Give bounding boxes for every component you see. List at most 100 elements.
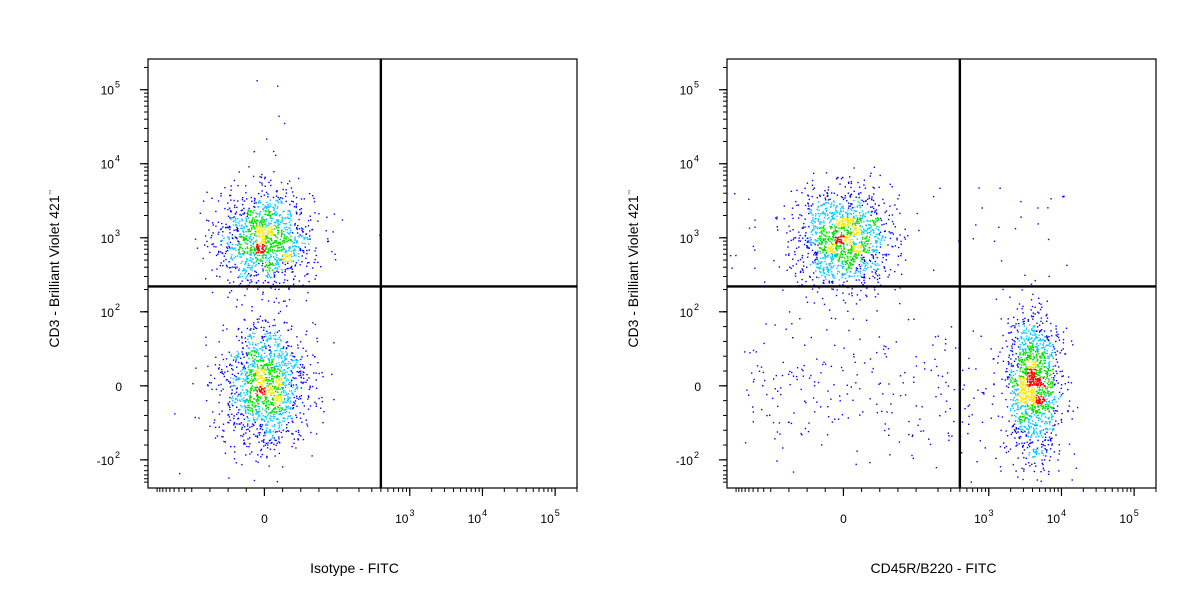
event-dot (831, 274, 834, 277)
event-dot (261, 248, 264, 251)
event-dot (1006, 406, 1009, 408)
event-dot (804, 344, 806, 346)
event-dot (251, 267, 253, 269)
event-dot (259, 213, 261, 216)
event-dot (255, 246, 258, 248)
event-dot (263, 400, 266, 402)
event-dot (287, 415, 290, 417)
event-dot (276, 259, 278, 262)
event-dot (251, 403, 253, 406)
event-dot (268, 391, 271, 394)
event-dot (780, 387, 782, 389)
event-dot (272, 366, 274, 369)
event-dot (801, 434, 803, 436)
event-dot (275, 266, 277, 269)
event-dot (266, 259, 268, 262)
event-dot (317, 362, 319, 364)
event-dot (820, 230, 822, 232)
event-dot (875, 264, 877, 267)
event-dot (779, 433, 781, 435)
event-dot (1051, 380, 1053, 383)
event-dot (270, 411, 273, 413)
event-dot (1028, 420, 1030, 422)
event-dot (807, 247, 809, 249)
event-dot (227, 402, 229, 405)
event-dot (798, 246, 800, 248)
event-dot (228, 237, 230, 240)
event-dot (263, 379, 265, 381)
event-dot (279, 442, 281, 444)
event-dot (216, 275, 218, 277)
event-dot (290, 407, 292, 409)
event-dot (823, 253, 826, 255)
event-dot (250, 244, 252, 247)
event-dot (261, 251, 263, 253)
event-dot (248, 207, 250, 210)
event-dot (815, 263, 817, 265)
event-dot (816, 208, 818, 211)
event-dot (818, 215, 821, 217)
event-dot (277, 365, 279, 367)
event-dot (230, 256, 233, 258)
event-dot (858, 186, 861, 188)
event-dot (1023, 425, 1025, 428)
event-dot (799, 270, 802, 273)
event-dot (266, 424, 268, 426)
event-dot (793, 412, 795, 414)
event-dot (243, 426, 246, 428)
event-dot (251, 380, 253, 382)
event-dot (297, 177, 300, 180)
event-dot (894, 289, 896, 291)
event-dot (260, 377, 263, 380)
event-dot (237, 227, 239, 230)
event-dot (269, 262, 271, 264)
event-dot (796, 378, 798, 381)
event-dot (1012, 398, 1014, 401)
event-dot (970, 481, 972, 483)
event-dot (251, 219, 253, 222)
event-dot (255, 384, 258, 386)
event-dot (219, 276, 221, 278)
event-dot (279, 395, 281, 398)
event-dot (819, 270, 821, 272)
event-dot (1019, 428, 1021, 430)
event-dot (221, 252, 224, 254)
event-dot (260, 376, 262, 379)
event-dot (229, 382, 231, 384)
event-dot (813, 187, 816, 189)
event-dot (299, 374, 302, 376)
event-dot (269, 256, 271, 259)
event-dot (284, 386, 287, 389)
event-dot (1042, 342, 1045, 344)
event-dot (861, 210, 864, 212)
event-dot (253, 205, 255, 208)
event-dot (284, 401, 286, 403)
event-dot (825, 172, 828, 174)
event-dot (259, 243, 261, 245)
event-dot (284, 260, 287, 263)
event-dot (266, 236, 268, 239)
event-dot (810, 336, 812, 339)
event-dot (1023, 338, 1025, 340)
event-dot (820, 227, 822, 229)
event-dot (822, 203, 824, 206)
event-dot (275, 256, 278, 259)
event-dot (256, 395, 259, 397)
event-dot (827, 199, 830, 201)
event-dot (272, 430, 274, 433)
event-dot (1014, 437, 1016, 439)
event-dot (278, 372, 281, 374)
event-dot (265, 320, 267, 322)
event-dot (260, 347, 262, 350)
event-dot (962, 388, 964, 390)
event-dot (892, 223, 895, 225)
event-dot (1013, 429, 1016, 431)
event-dot (287, 267, 289, 270)
event-dot (204, 244, 206, 246)
event-dot (244, 378, 246, 381)
event-dot (270, 239, 272, 241)
event-dot (222, 429, 224, 432)
event-dot (805, 401, 807, 404)
event-dot (1053, 407, 1055, 409)
event-dot (247, 210, 250, 212)
